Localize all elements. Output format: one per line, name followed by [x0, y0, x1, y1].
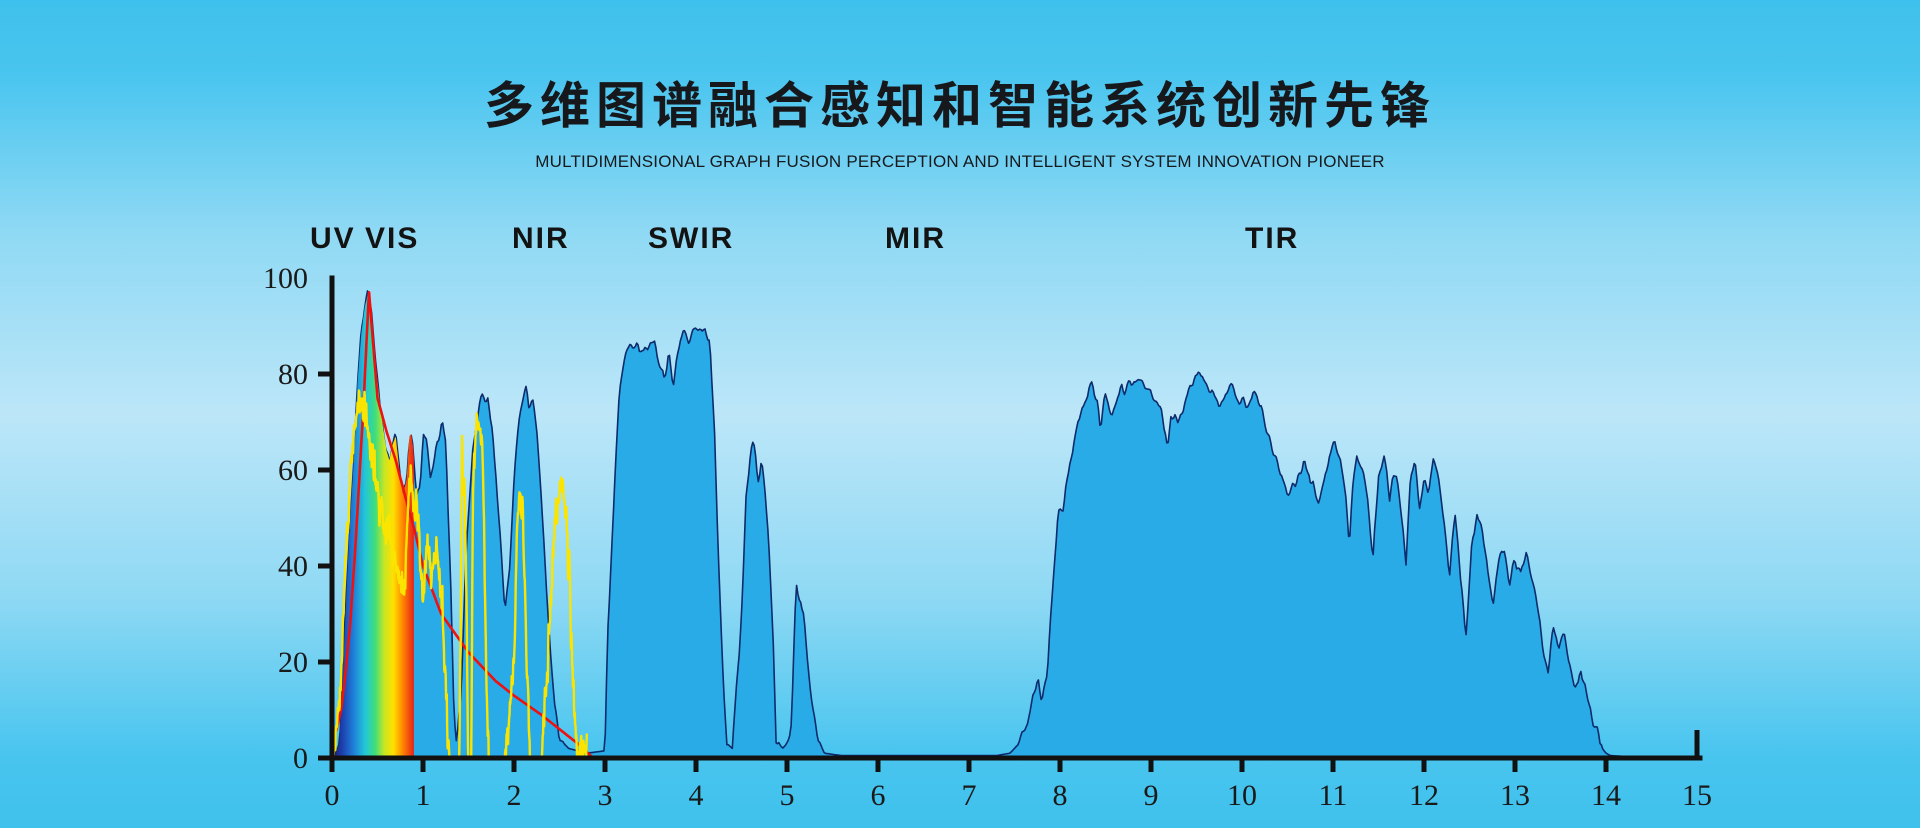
svg-text:60: 60 [278, 454, 308, 487]
svg-text:11: 11 [1319, 779, 1348, 812]
svg-text:15: 15 [1682, 779, 1712, 812]
svg-text:14: 14 [1591, 779, 1621, 812]
svg-text:7: 7 [962, 779, 977, 812]
svg-text:8: 8 [1053, 779, 1068, 812]
svg-text:12: 12 [1409, 779, 1439, 812]
svg-text:0: 0 [293, 742, 308, 775]
svg-text:13: 13 [1500, 779, 1530, 812]
svg-text:6: 6 [871, 779, 886, 812]
svg-text:0: 0 [325, 779, 340, 812]
svg-text:80: 80 [278, 358, 308, 391]
svg-text:4: 4 [689, 779, 704, 812]
svg-text:20: 20 [278, 646, 308, 679]
svg-text:1: 1 [416, 779, 431, 812]
svg-text:5: 5 [780, 779, 795, 812]
svg-text:40: 40 [278, 550, 308, 583]
svg-text:2: 2 [507, 779, 522, 812]
svg-text:100: 100 [263, 262, 308, 295]
svg-text:3: 3 [598, 779, 613, 812]
svg-text:10: 10 [1227, 779, 1257, 812]
svg-text:9: 9 [1144, 779, 1159, 812]
